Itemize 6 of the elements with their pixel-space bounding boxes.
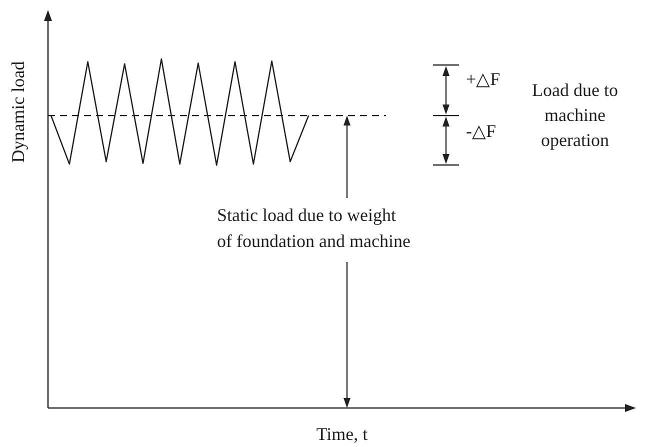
- y-axis-title: Dynamic load: [8, 61, 28, 163]
- annotation: +△F: [466, 69, 500, 89]
- annotation: Load due to machine operation: [532, 80, 618, 150]
- x-axis-title: Time, t: [316, 424, 368, 444]
- annotation: -△F: [466, 121, 496, 141]
- annotation: Static load due to weight of foundation and machine: [217, 205, 410, 251]
